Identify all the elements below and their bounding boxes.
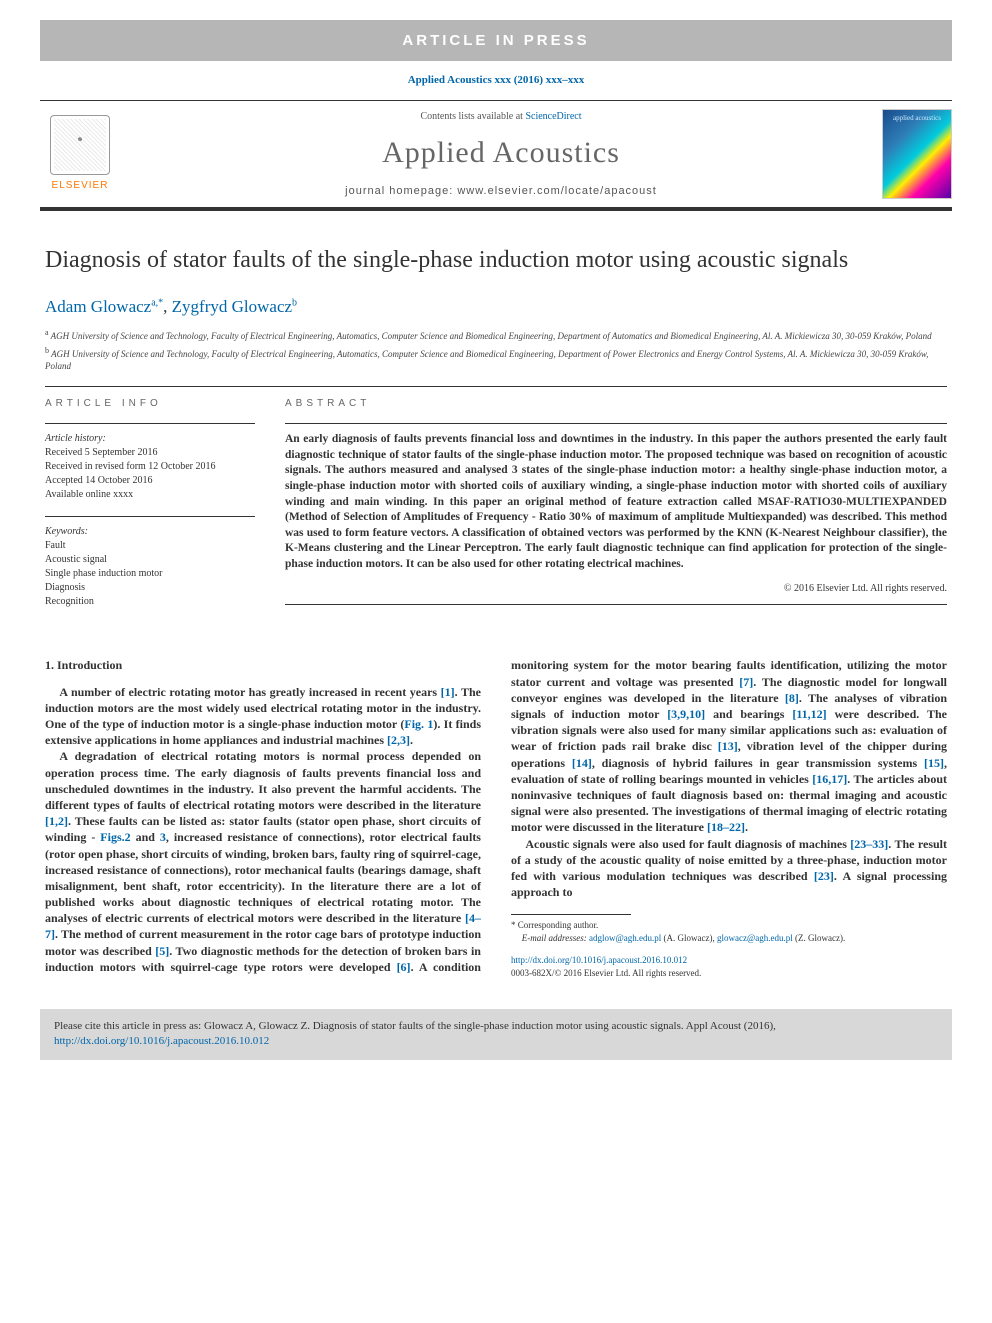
email-1-who: (A. Glowacz), (661, 933, 717, 943)
citation-doi-link[interactable]: http://dx.doi.org/10.1016/j.apacoust.201… (54, 1035, 269, 1047)
kw-3: Diagnosis (45, 581, 255, 595)
cite-3-9-10[interactable]: [3,9,10] (667, 707, 705, 721)
doi-block: http://dx.doi.org/10.1016/j.apacoust.201… (511, 954, 947, 978)
email-1[interactable]: adglow@agh.edu.pl (589, 933, 661, 943)
body-text: 1. Introduction A number of electric rot… (45, 657, 947, 978)
para-3: Acoustic signals were also used for faul… (511, 836, 947, 901)
authors: Adam Glowacza,*, Zygfryd Glowaczb (45, 295, 947, 319)
cite-2-3[interactable]: [2,3] (387, 733, 410, 747)
cite-7[interactable]: [7] (739, 675, 753, 689)
article-info-column: ARTICLE INFO Article history: Received 5… (45, 397, 255, 623)
copyright: © 2016 Elsevier Ltd. All rights reserved… (285, 582, 947, 596)
cite-13[interactable]: [13] (718, 739, 738, 753)
kw-rule (45, 516, 255, 517)
author-2-affil-sup: b (292, 297, 297, 308)
email-label: E-mail addresses: (522, 933, 589, 943)
journal-name: Applied Acoustics (120, 132, 882, 174)
info-rule (45, 423, 255, 424)
cite-5[interactable]: [5] (155, 944, 169, 958)
author-1[interactable]: Adam Glowacz (45, 297, 151, 316)
citation-text: Please cite this article in press as: Gl… (54, 1020, 776, 1032)
cite-11-12[interactable]: [11,12] (792, 707, 826, 721)
received-date: Received 5 September 2016 (45, 447, 157, 458)
footnotes: * Corresponding author. E-mail addresses… (511, 919, 947, 944)
cite-18-22[interactable]: [18–22] (707, 820, 745, 834)
kw-1: Acoustic signal (45, 553, 255, 567)
elsevier-tree-icon (50, 115, 110, 175)
cite-8[interactable]: [8] (785, 691, 799, 705)
cite-6[interactable]: [6] (397, 960, 411, 974)
journal-reference: Applied Acoustics xxx (2016) xxx–xxx (0, 73, 992, 88)
kw-2: Single phase induction motor (45, 567, 255, 581)
affiliation-b: b AGH University of Science and Technolo… (45, 346, 947, 372)
author-sep: , (163, 297, 172, 316)
cite-23-33[interactable]: [23–33] (850, 837, 888, 851)
sciencedirect-link[interactable]: ScienceDirect (525, 111, 581, 122)
rule-above-info (45, 386, 947, 387)
cite-16-17[interactable]: [16,17] (812, 772, 847, 786)
article-info-label: ARTICLE INFO (45, 397, 255, 411)
article-history: Article history: Received 5 September 20… (45, 432, 255, 502)
homepage-label: journal homepage: (345, 185, 457, 197)
journal-homepage: journal homepage: www.elsevier.com/locat… (120, 184, 882, 199)
accepted-date: Accepted 14 October 2016 (45, 475, 152, 486)
keywords: Keywords: Fault Acoustic signal Single p… (45, 525, 255, 609)
cite-1-2[interactable]: [1,2] (45, 814, 68, 828)
homepage-url[interactable]: www.elsevier.com/locate/apacoust (457, 185, 657, 197)
cite-23[interactable]: [23] (814, 869, 834, 883)
abs-bottom-rule (285, 604, 947, 605)
journal-header: ELSEVIER Contents lists available at Sci… (40, 100, 952, 208)
cite-1[interactable]: [1] (441, 685, 455, 699)
journal-cover-thumbnail: applied acoustics (882, 109, 952, 199)
author-2[interactable]: Zygfryd Glowacz (172, 297, 292, 316)
kw-0: Fault (45, 539, 255, 553)
article-title: Diagnosis of stator faults of the single… (45, 245, 947, 276)
footnote-sep (511, 914, 631, 915)
contents-prefix: Contents lists available at (420, 111, 525, 122)
section-1-head: 1. Introduction (45, 657, 481, 673)
elsevier-logo: ELSEVIER (40, 109, 120, 199)
elsevier-text: ELSEVIER (52, 179, 109, 193)
affil-b-text: AGH University of Science and Technology… (45, 349, 928, 371)
fig-1-link[interactable]: Fig. 1 (404, 717, 433, 731)
cite-14[interactable]: [14] (572, 756, 592, 770)
kw-4: Recognition (45, 595, 255, 609)
abstract-column: ABSTRACT An early diagnosis of faults pr… (285, 397, 947, 623)
affil-b-sup: b (45, 346, 49, 355)
fig-2-link[interactable]: Figs.2 (100, 830, 135, 844)
affil-a-sup: a (45, 328, 49, 337)
corresponding-note: * Corresponding author. (511, 919, 947, 932)
email-2-who: (Z. Glowacz). (793, 933, 845, 943)
keywords-head: Keywords: (45, 525, 255, 539)
online-date: Available online xxxx (45, 489, 133, 500)
citation-box: Please cite this article in press as: Gl… (40, 1009, 952, 1060)
in-press-banner: ARTICLE IN PRESS (40, 20, 952, 61)
abs-rule (285, 423, 947, 424)
email-2[interactable]: glowacz@agh.edu.pl (717, 933, 793, 943)
history-head: Article history: (45, 432, 255, 446)
abstract-text: An early diagnosis of faults prevents fi… (285, 432, 947, 572)
affil-a-text: AGH University of Science and Technology… (51, 331, 932, 341)
contents-line: Contents lists available at ScienceDirec… (120, 110, 882, 124)
revised-date: Received in revised form 12 October 2016 (45, 461, 216, 472)
abstract-label: ABSTRACT (285, 397, 947, 411)
affiliation-a: a AGH University of Science and Technolo… (45, 328, 947, 343)
doi-link[interactable]: http://dx.doi.org/10.1016/j.apacoust.201… (511, 955, 687, 965)
cite-15[interactable]: [15] (924, 756, 944, 770)
para-1: A number of electric rotating motor has … (45, 684, 481, 749)
issn-line: 0003-682X/© 2016 Elsevier Ltd. All right… (511, 968, 701, 978)
